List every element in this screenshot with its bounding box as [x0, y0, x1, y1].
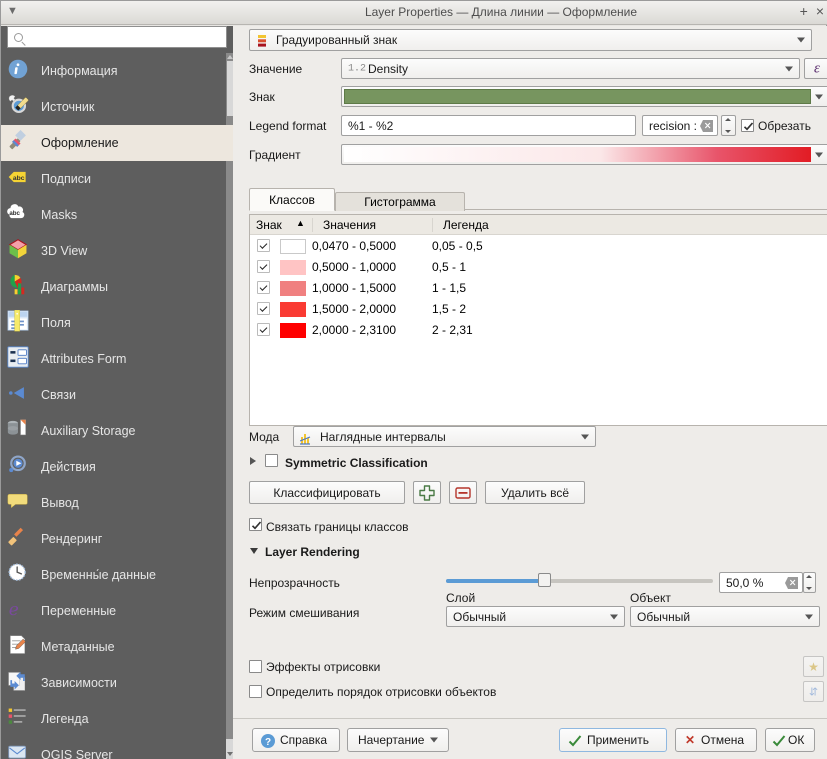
- svg-text:ℯ: ℯ: [9, 600, 19, 619]
- svg-text:abc: abc: [9, 210, 20, 217]
- svg-text:abc: abc: [13, 175, 25, 182]
- svg-text:?: ?: [265, 737, 271, 748]
